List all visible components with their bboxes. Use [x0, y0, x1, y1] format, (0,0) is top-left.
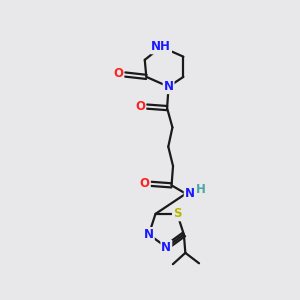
Text: O: O [135, 100, 145, 112]
Text: N: N [161, 241, 171, 254]
Text: O: O [140, 177, 150, 190]
Text: H: H [196, 183, 206, 196]
Text: N: N [164, 80, 174, 93]
Text: NH: NH [151, 40, 171, 53]
Text: N: N [144, 228, 154, 241]
Text: S: S [173, 207, 182, 220]
Text: N: N [185, 187, 195, 200]
Text: O: O [113, 68, 123, 80]
